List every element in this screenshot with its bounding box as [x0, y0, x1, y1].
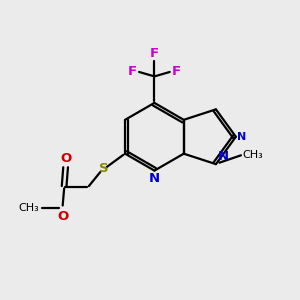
Text: N: N — [237, 132, 247, 142]
Text: N: N — [149, 172, 160, 185]
Text: F: F — [150, 47, 159, 60]
Text: CH₃: CH₃ — [19, 203, 39, 213]
Text: N: N — [218, 150, 229, 163]
Text: O: O — [60, 152, 71, 165]
Text: CH₃: CH₃ — [242, 150, 263, 160]
Text: F: F — [172, 65, 181, 79]
Text: O: O — [57, 210, 68, 223]
Text: S: S — [99, 163, 109, 176]
Text: F: F — [128, 65, 137, 79]
